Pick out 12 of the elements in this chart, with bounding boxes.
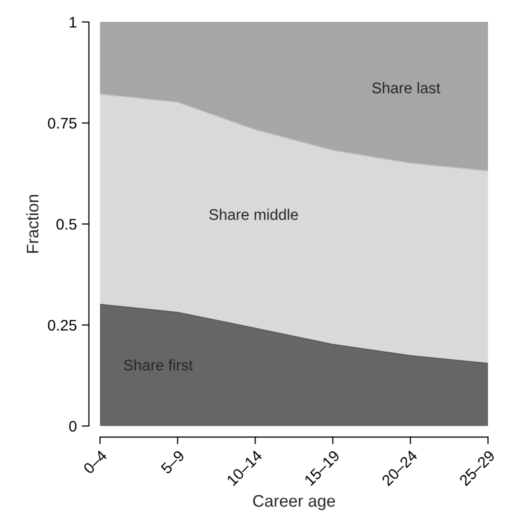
x-axis-title: Career age <box>253 495 335 510</box>
series-label: Share first <box>124 359 193 371</box>
y-tick-label: 0.75 <box>48 118 76 129</box>
y-tick-label: 0.5 <box>56 218 76 230</box>
y-tick-label: 1 <box>70 17 76 28</box>
y-tick-label: 0.25 <box>48 320 76 331</box>
x-tick-label: 0–4 <box>82 450 108 474</box>
y-axis-title: Fraction <box>26 194 38 253</box>
series-label: Share last <box>372 82 440 94</box>
x-tick-label: 5–9 <box>160 450 186 474</box>
series-label: Share middle <box>209 208 298 220</box>
y-tick-label: 0 <box>69 420 76 432</box>
